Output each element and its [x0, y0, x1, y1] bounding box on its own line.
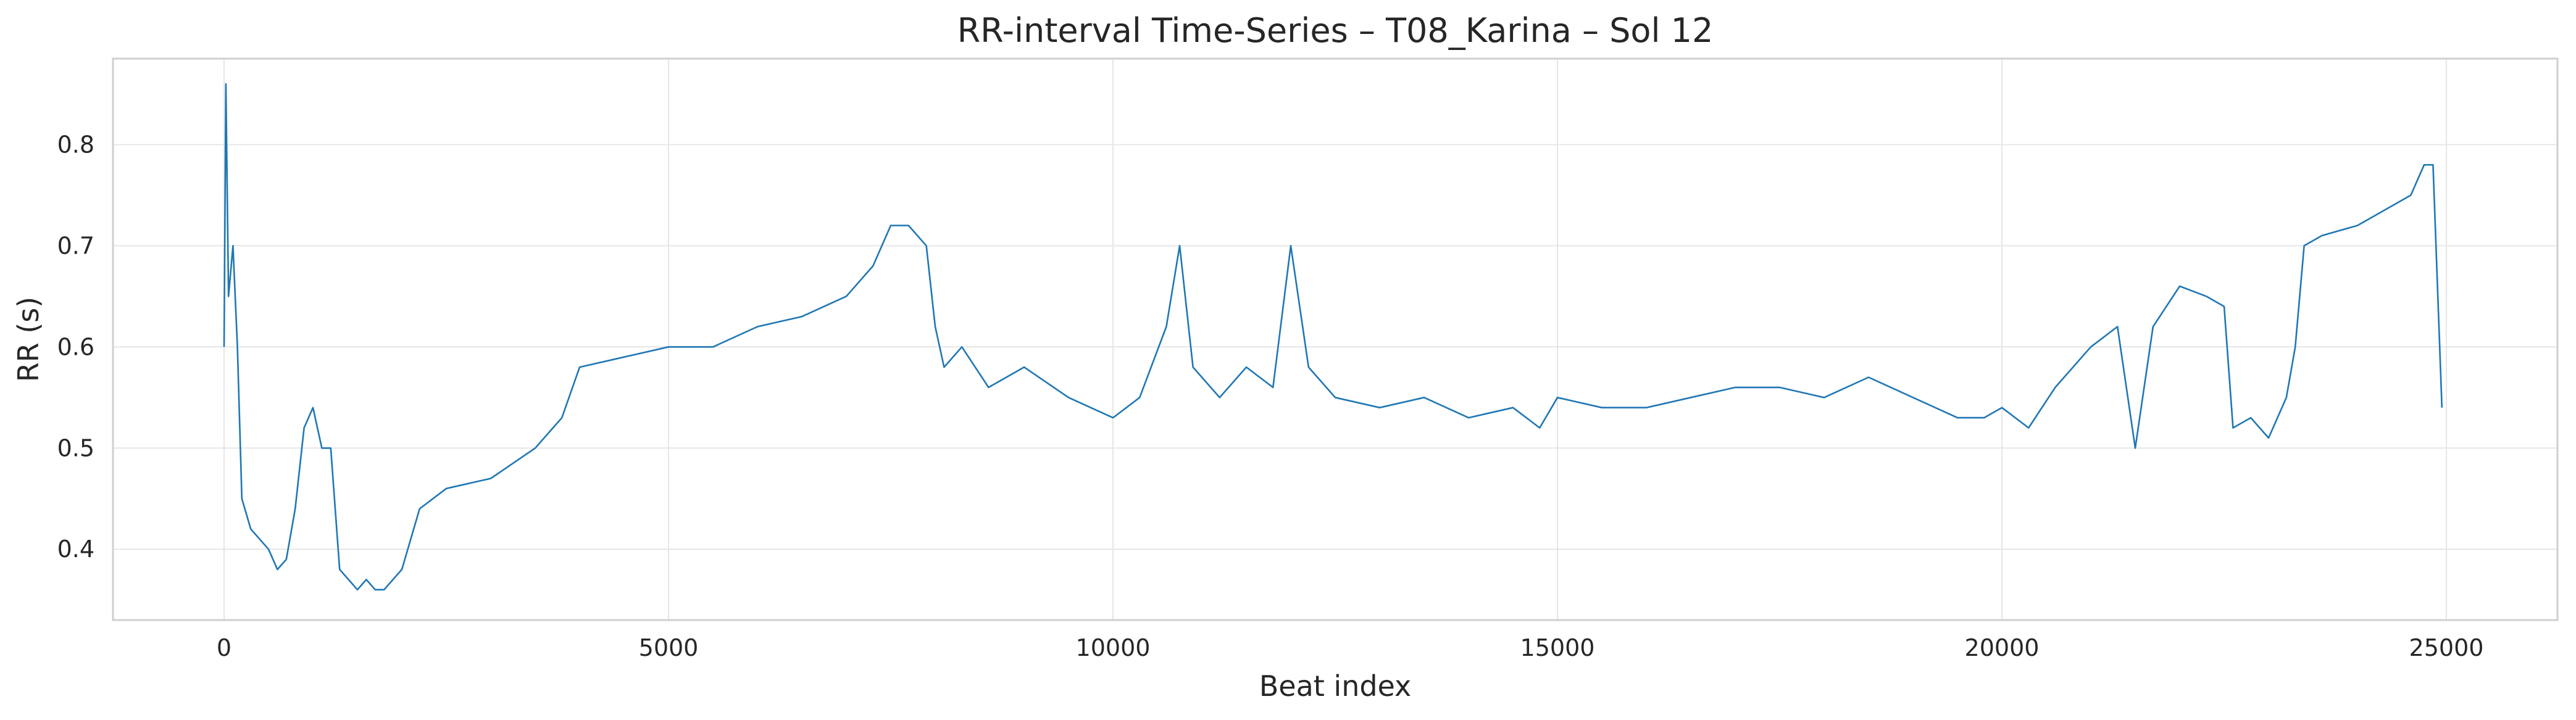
x-tick-label: 0 — [217, 634, 231, 661]
x-axis-ticks: 0 5000 10000 15000 20000 25000 — [217, 634, 2484, 661]
y-tick-label: 0.4 — [57, 536, 94, 563]
x-tick-label: 15000 — [1520, 634, 1595, 661]
y-tick-label: 0.8 — [57, 131, 94, 158]
plot-frame — [112, 57, 2559, 621]
plot-area — [223, 83, 2443, 591]
x-tick-label: 10000 — [1076, 634, 1151, 661]
x-tick-label: 20000 — [1965, 634, 2040, 661]
x-tick-label: 25000 — [2409, 634, 2484, 661]
y-axis-label: RR (s) — [12, 297, 45, 382]
y-tick-label: 0.7 — [57, 232, 94, 259]
x-axis-label: Beat index — [1259, 669, 1412, 703]
y-tick-label: 0.5 — [57, 434, 94, 461]
grid — [113, 59, 2557, 620]
rr-series-line — [223, 83, 2443, 591]
x-tick-label: 5000 — [639, 634, 699, 661]
y-axis-ticks: 0.4 0.5 0.6 0.7 0.8 — [57, 131, 94, 563]
y-tick-label: 0.6 — [57, 333, 94, 360]
chart-title: RR-interval Time-Series – T08_Karina – S… — [957, 11, 1714, 50]
